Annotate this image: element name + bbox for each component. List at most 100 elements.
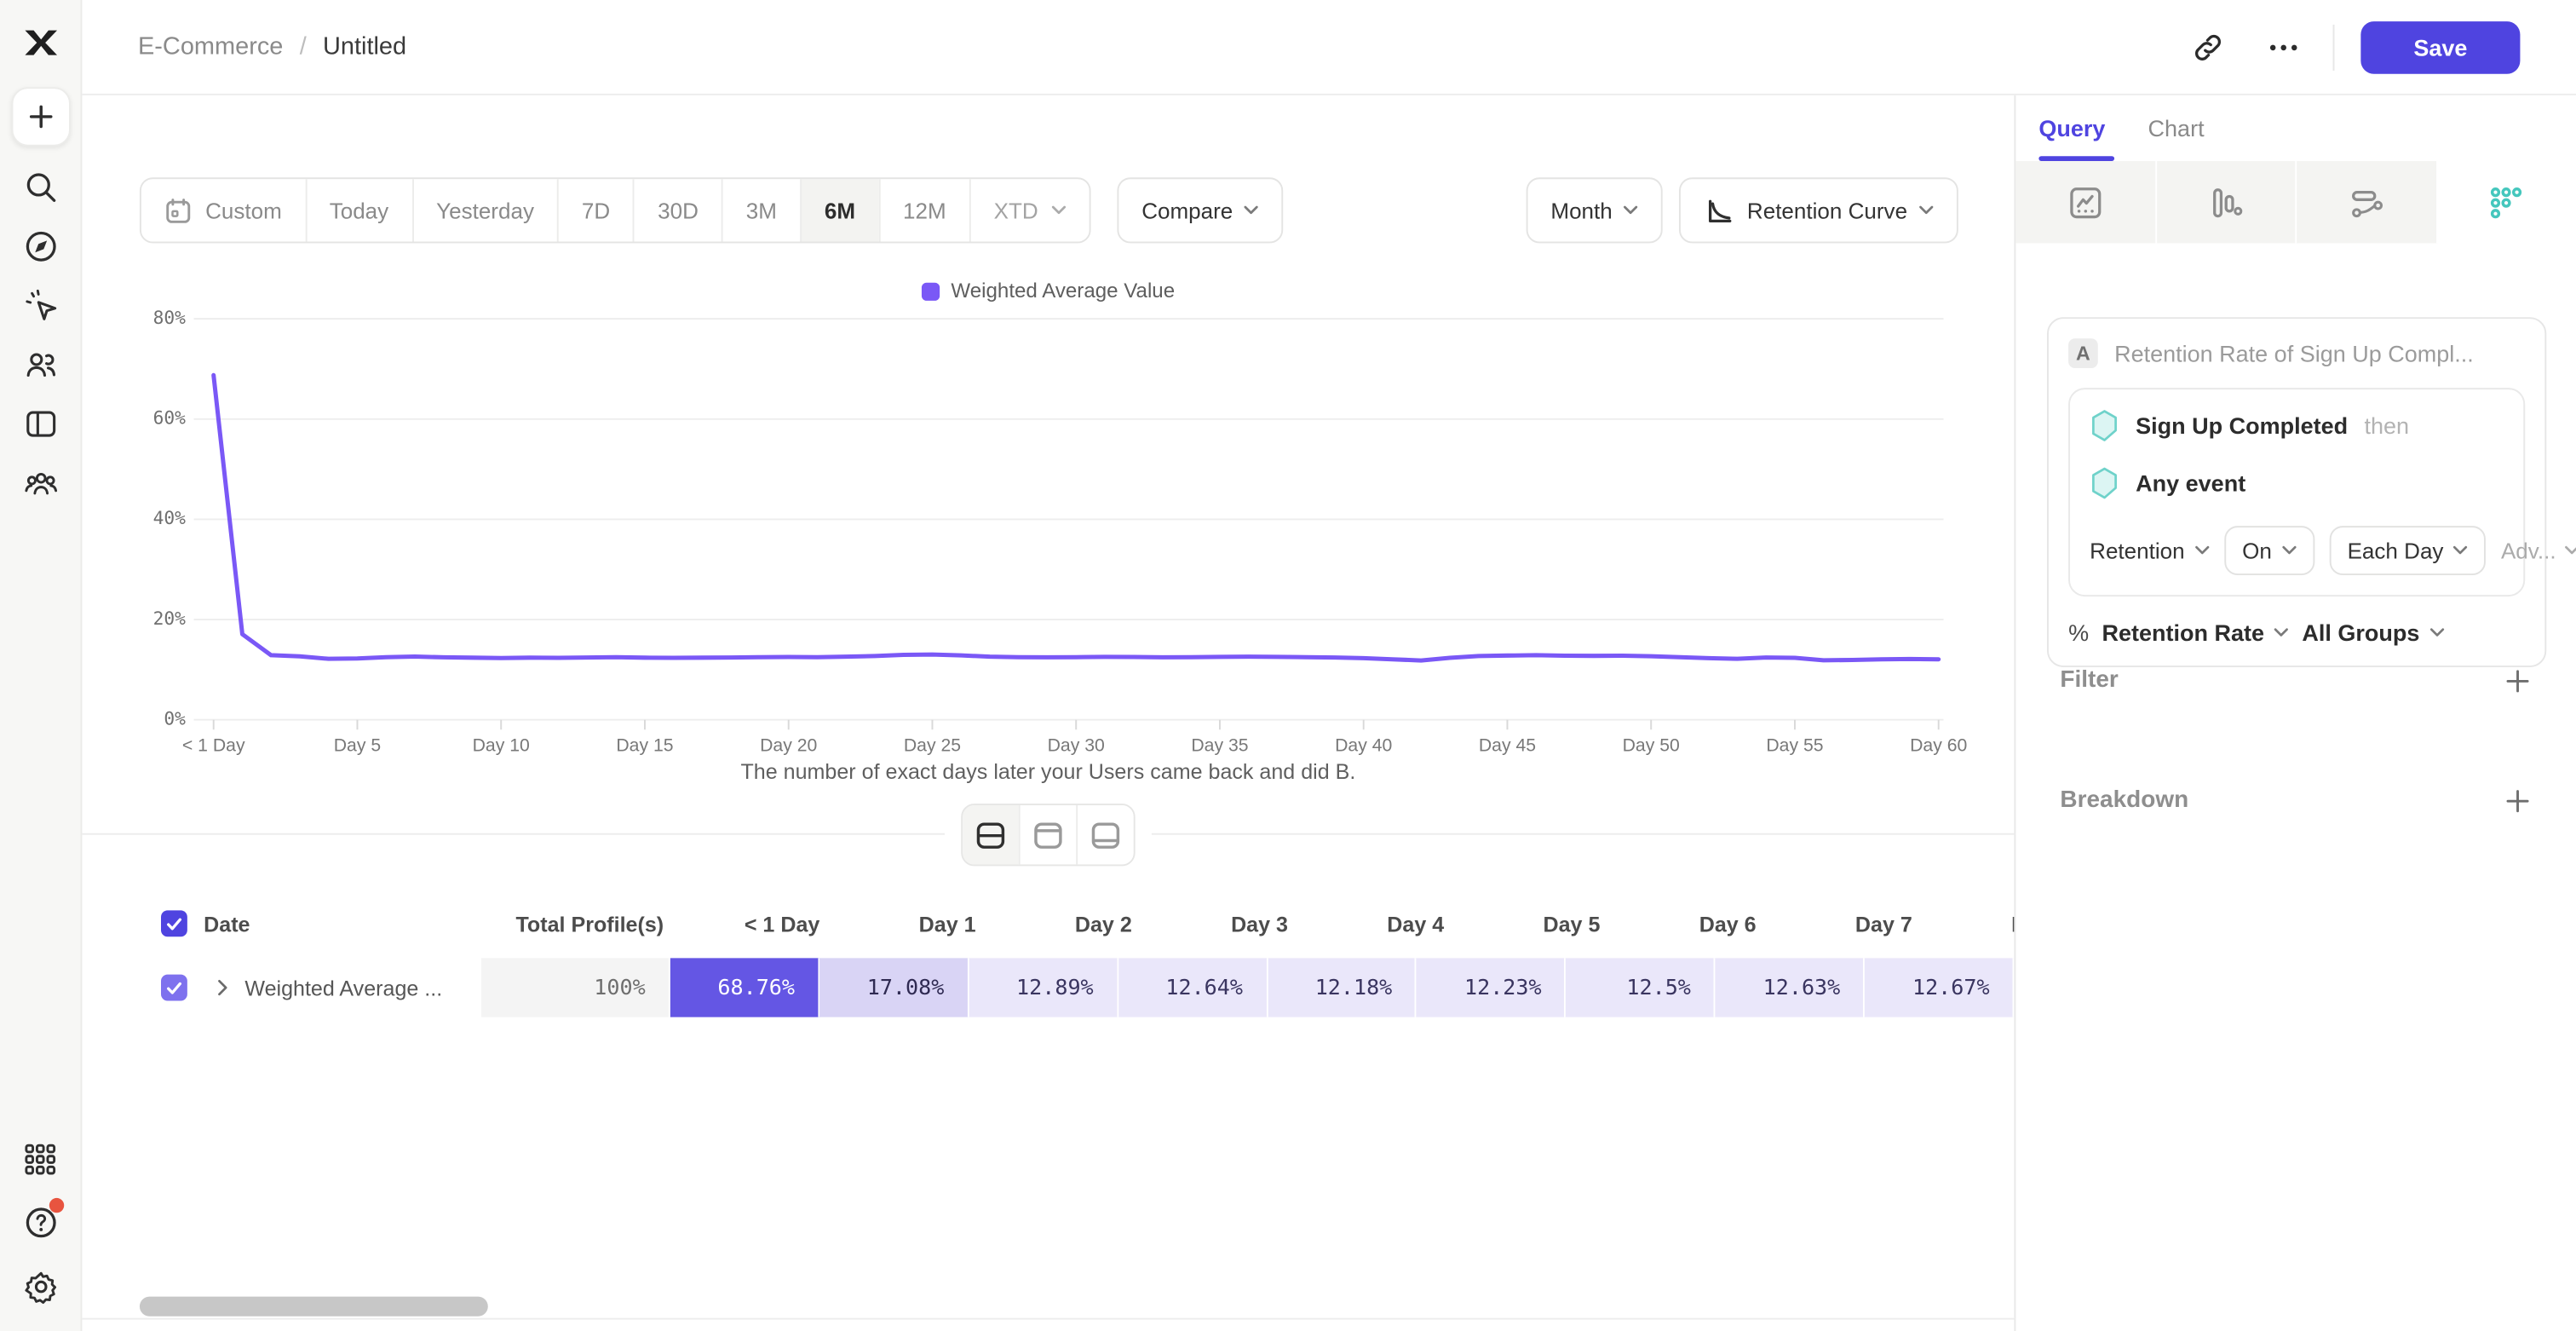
range-3m[interactable]: 3M bbox=[721, 179, 801, 242]
advanced-dropdown[interactable]: Adv... bbox=[2501, 539, 2576, 563]
column-header[interactable]: Day 5 bbox=[1543, 911, 1601, 936]
range-6m[interactable]: 6M bbox=[800, 179, 879, 242]
table-only-view-button[interactable] bbox=[1076, 804, 1134, 865]
column-header[interactable]: Day 7 bbox=[1854, 911, 1912, 936]
breadcrumb: E-Commerce / Untitled bbox=[138, 33, 406, 61]
chart-only-view-button[interactable] bbox=[1018, 804, 1077, 865]
advanced-label: Adv... bbox=[2500, 538, 2556, 563]
filter-title: Filter bbox=[2060, 666, 2119, 694]
x-axis-label: Day 25 bbox=[903, 735, 962, 757]
chevron-down-icon bbox=[2429, 628, 2444, 638]
help-icon[interactable] bbox=[20, 1197, 64, 1242]
panel-tabs: Query Chart bbox=[2015, 95, 2576, 161]
granularity-button[interactable]: Month bbox=[1526, 177, 1664, 244]
mixpanel-logo[interactable] bbox=[20, 23, 60, 62]
chart-toolbar: Custom Today Yesterday 7D 30D 3M 6M 12M XTD Comp… bbox=[139, 177, 1958, 244]
query-panel: Query Chart bbox=[2014, 95, 2576, 1331]
column-header[interactable]: Date bbox=[148, 910, 481, 937]
breakdown-title: Breakdown bbox=[2060, 786, 2189, 814]
chart-type-button[interactable]: Retention Curve bbox=[1679, 177, 1958, 244]
range-custom[interactable]: Custom bbox=[141, 179, 305, 242]
compass-icon[interactable] bbox=[20, 227, 60, 266]
column-header[interactable]: Day 8 bbox=[1935, 911, 2014, 936]
insights-icon[interactable] bbox=[2015, 160, 2157, 244]
x-axis-label: Day 50 bbox=[1622, 735, 1680, 757]
retention-value-cell: 100% bbox=[481, 958, 670, 1017]
retention-chart: 0% 20% 40% 60% 80% < 1 Day Day 5 Day 10 Day 15 Da… bbox=[148, 306, 2026, 799]
groups-dropdown[interactable]: All Groups bbox=[2302, 619, 2444, 646]
settings-gear-icon[interactable] bbox=[20, 1267, 60, 1306]
retention-value-cell: 68.76% bbox=[670, 958, 819, 1017]
apps-grid-icon[interactable] bbox=[20, 1138, 60, 1178]
chevron-down-icon bbox=[2281, 545, 2297, 556]
column-header[interactable]: Day 6 bbox=[1699, 911, 1757, 936]
cohorts-icon[interactable] bbox=[20, 464, 60, 503]
legend-swatch bbox=[921, 281, 940, 300]
breadcrumb-project[interactable]: E-Commerce bbox=[137, 32, 284, 61]
search-icon[interactable] bbox=[20, 168, 60, 207]
breadcrumb-separator: / bbox=[299, 32, 307, 61]
groups-label: All Groups bbox=[2302, 619, 2420, 646]
event-hexagon-icon bbox=[2090, 467, 2119, 500]
range-yesterday[interactable]: Yesterday bbox=[411, 179, 557, 242]
second-event-row[interactable]: Any event bbox=[2090, 467, 2504, 500]
expand-row-icon[interactable] bbox=[217, 979, 228, 996]
range-30d[interactable]: 30D bbox=[633, 179, 722, 242]
retention-type-dropdown[interactable]: Retention bbox=[2090, 539, 2209, 563]
retention-value-cell: 12.67% bbox=[1865, 958, 2015, 1017]
column-header[interactable]: Day 1 bbox=[918, 911, 976, 936]
add-breakdown-button[interactable] bbox=[2505, 788, 2530, 813]
row-checkbox[interactable] bbox=[160, 974, 187, 1001]
x-axis-label: Day 60 bbox=[1910, 735, 1968, 757]
interval-dropdown[interactable]: Each Day bbox=[2329, 526, 2487, 575]
horizontal-scrollbar[interactable] bbox=[139, 1296, 488, 1317]
flows-icon[interactable] bbox=[2297, 160, 2438, 244]
x-axis-label: Day 10 bbox=[472, 735, 530, 757]
column-header[interactable]: Day 4 bbox=[1387, 911, 1445, 936]
tab-chart[interactable]: Chart bbox=[2148, 114, 2205, 141]
tab-query[interactable]: Query bbox=[2038, 114, 2106, 141]
column-header[interactable]: Total Profile(s) bbox=[515, 911, 664, 936]
boards-icon[interactable] bbox=[20, 404, 60, 443]
row-label-cell: Weighted Average ... bbox=[148, 958, 481, 1017]
column-header[interactable]: Day 2 bbox=[1074, 911, 1132, 936]
split-view-button[interactable] bbox=[963, 804, 1019, 865]
compare-button[interactable]: Compare bbox=[1117, 177, 1285, 244]
create-new-button[interactable] bbox=[10, 87, 70, 147]
metric-label: Retention Rate bbox=[2102, 619, 2265, 646]
then-label: then bbox=[2364, 412, 2410, 439]
table-header-row: Date Total Profile(s) < 1 Day Day 1 Day 2 Day… bbox=[148, 901, 2014, 947]
bottom-border bbox=[82, 1317, 2015, 1320]
more-options-icon[interactable] bbox=[2264, 27, 2303, 66]
range-today[interactable]: Today bbox=[304, 179, 412, 242]
step-title[interactable]: Retention Rate of Sign Up Compl... bbox=[2114, 340, 2474, 367]
x-axis-label: < 1 Day bbox=[181, 735, 245, 757]
column-header[interactable]: Day 3 bbox=[1231, 911, 1288, 936]
share-link-icon[interactable] bbox=[2188, 27, 2228, 66]
range-xtd[interactable]: XTD bbox=[969, 179, 1090, 242]
chevron-down-icon bbox=[1624, 205, 1639, 216]
retention-curve-icon bbox=[1705, 195, 1736, 227]
column-header[interactable]: < 1 Day bbox=[744, 911, 820, 936]
y-axis-label: 20% bbox=[152, 608, 186, 630]
users-icon[interactable] bbox=[20, 345, 60, 384]
funnels-icon[interactable] bbox=[2156, 160, 2297, 244]
range-12m[interactable]: 12M bbox=[878, 179, 969, 242]
retention-icon[interactable] bbox=[2437, 160, 2576, 244]
breadcrumb-report-title[interactable]: Untitled bbox=[323, 32, 407, 61]
first-event-row[interactable]: Sign Up Completed then bbox=[2090, 409, 2504, 442]
events-cursor-icon[interactable] bbox=[20, 286, 60, 326]
first-event-name: Sign Up Completed bbox=[2136, 412, 2349, 439]
legend-item[interactable]: Weighted Average Value bbox=[921, 279, 1175, 302]
add-filter-button[interactable] bbox=[2505, 668, 2530, 693]
on-dropdown[interactable]: On bbox=[2223, 526, 2314, 575]
metric-dropdown[interactable]: Retention Rate bbox=[2102, 619, 2289, 646]
chevron-down-icon bbox=[2453, 545, 2468, 556]
chevron-down-icon bbox=[1919, 205, 1934, 216]
range-7d[interactable]: 7D bbox=[556, 179, 634, 242]
save-button[interactable]: Save bbox=[2360, 20, 2521, 73]
notification-dot bbox=[48, 1197, 64, 1213]
x-axis-label: Day 30 bbox=[1047, 735, 1105, 757]
select-all-checkbox[interactable] bbox=[160, 910, 187, 937]
